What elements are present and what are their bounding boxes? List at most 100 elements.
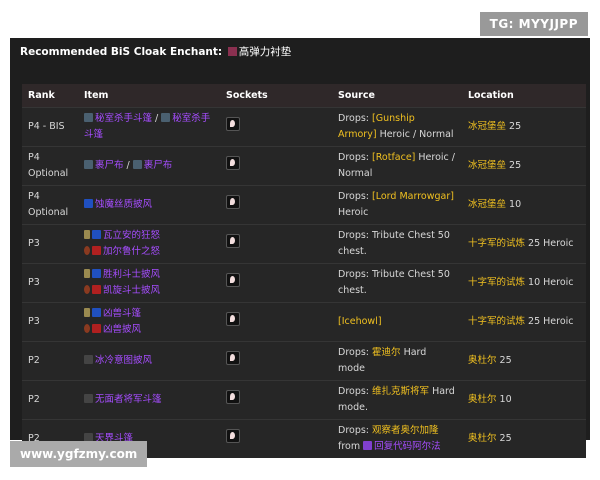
- location-detail: 10: [496, 394, 512, 405]
- quest-icon: [363, 441, 373, 450]
- header-location: Location: [462, 84, 586, 108]
- location-cell: 奥杜尔 25: [462, 341, 586, 381]
- prismatic-socket-icon: [226, 117, 240, 131]
- sockets-cell: [220, 302, 332, 342]
- rank-cell: P2: [22, 380, 78, 420]
- rank-cell: P3: [22, 302, 78, 342]
- rank-cell: P4 Optional: [22, 185, 78, 225]
- location-detail: 10: [506, 199, 522, 210]
- rank-cell: P3: [22, 224, 78, 264]
- location-link[interactable]: 奥杜尔: [468, 355, 497, 366]
- item-cell: 秘室杀手斗篷 / 秘室杀手斗篷: [78, 107, 220, 147]
- table-row: P4 Optional 蚀魔丝质披风 Drops: [Lord Marrowgar]…: [22, 185, 586, 225]
- item-link[interactable]: 瓦立安的狂怒: [103, 230, 161, 241]
- source-link[interactable]: 观察者奥尔加隆: [372, 425, 439, 436]
- location-detail: 10 Heroic: [525, 277, 574, 288]
- item-icon: [161, 113, 171, 122]
- source-text: Drops:: [338, 113, 373, 124]
- item-cell: 凶兽斗篷 凶兽披风: [78, 302, 220, 342]
- source-cell: Drops: Tribute Chest 50 chest.: [332, 263, 462, 303]
- source-text: Drops:: [338, 425, 373, 436]
- item-icon: [92, 308, 101, 317]
- item-link[interactable]: 加尔鲁什之怒: [103, 246, 161, 257]
- table-row: P4 Optional 裹尸布 / 裹尸布 Drops: [Rotface] Her…: [22, 146, 586, 186]
- prismatic-socket-icon: [226, 234, 240, 248]
- item-link[interactable]: 凯旋斗士披风: [103, 285, 161, 296]
- prismatic-socket-icon: [226, 351, 240, 365]
- item-link[interactable]: 裹尸布: [143, 160, 173, 171]
- location-link[interactable]: 冰冠堡垒: [468, 160, 507, 171]
- source-text: Drops:: [338, 191, 373, 202]
- item-link[interactable]: 秘室杀手斗篷: [84, 113, 211, 140]
- prismatic-socket-icon: [226, 156, 240, 170]
- table-row: P3 胜利斗士披风 凯旋斗士披风 Drops: Tribute Chest 50 ch…: [22, 263, 586, 303]
- location-link[interactable]: 奥杜尔: [468, 394, 497, 405]
- source-link[interactable]: 维扎克斯将军: [372, 386, 430, 397]
- item-link[interactable]: 无面者将军斗篷: [95, 394, 162, 405]
- alliance-icon: [84, 269, 90, 278]
- bis-cloak-table: Rank Item Sockets Source Location P4 - BIS 秘室…: [22, 84, 586, 458]
- watermark-tg: TG: MYYJJPP: [479, 12, 588, 36]
- prismatic-socket-icon: [226, 195, 240, 209]
- location-link[interactable]: 奥杜尔: [468, 433, 497, 444]
- item-link[interactable]: 天界斗篷: [95, 433, 134, 444]
- item-link[interactable]: 裹尸布: [95, 160, 124, 171]
- rank-cell: P4 - BIS: [22, 107, 78, 147]
- source-text: Drops:: [338, 152, 373, 163]
- location-link[interactable]: 十字军的试炼: [468, 277, 526, 288]
- sockets-cell: [220, 107, 332, 147]
- rank-cell: P4 Optional: [22, 146, 78, 186]
- table-row: P4 - BIS 秘室杀手斗篷 / 秘室杀手斗篷 Drops: [Gunship A…: [22, 107, 586, 147]
- quest-link[interactable]: 回复代码阿尔法: [374, 441, 441, 452]
- item-cell: 裹尸布 / 裹尸布: [78, 146, 220, 186]
- location-detail: 25 Heroic: [525, 316, 574, 327]
- prismatic-socket-icon: [226, 273, 240, 287]
- enchant-icon: [227, 47, 237, 56]
- source-link[interactable]: [Rotface]: [372, 152, 416, 163]
- location-cell: 十字军的试炼 25 Heroic: [462, 302, 586, 342]
- location-link[interactable]: 十字军的试炼: [468, 238, 526, 249]
- horde-icon: [84, 324, 90, 333]
- item-link[interactable]: 蚀魔丝质披风: [95, 199, 153, 210]
- item-link[interactable]: 秘室杀手斗篷: [95, 113, 153, 124]
- alliance-icon: [84, 230, 90, 239]
- item-icon: [92, 230, 101, 239]
- table-row: P3 瓦立安的狂怒 加尔鲁什之怒 Drops: Tribute Chest 50 ch…: [22, 224, 586, 264]
- item-icon: [92, 246, 101, 255]
- source-text: from: [338, 441, 364, 452]
- item-icon: [84, 355, 93, 364]
- item-cell: 蚀魔丝质披风: [78, 185, 220, 225]
- location-link[interactable]: 十字军的试炼: [468, 316, 526, 327]
- location-link[interactable]: 冰冠堡垒: [468, 121, 507, 132]
- location-detail: 25: [496, 355, 512, 366]
- item-cell: 瓦立安的狂怒 加尔鲁什之怒: [78, 224, 220, 264]
- location-link[interactable]: 冰冠堡垒: [468, 199, 507, 210]
- sockets-cell: [220, 380, 332, 420]
- location-detail: 25: [496, 433, 512, 444]
- item-link[interactable]: 凶兽斗篷: [103, 308, 142, 319]
- source-text: Drops:: [338, 386, 373, 397]
- sockets-cell: [220, 185, 332, 225]
- sockets-cell: [220, 146, 332, 186]
- location-cell: 冰冠堡垒 25: [462, 107, 586, 147]
- source-text: Heroic / Normal: [376, 129, 454, 140]
- separator: /: [152, 113, 162, 124]
- location-cell: 冰冠堡垒 10: [462, 185, 586, 225]
- enchant-link[interactable]: 高弹力衬垫: [238, 46, 292, 58]
- item-icon: [92, 269, 101, 278]
- item-link[interactable]: 凶兽披风: [103, 324, 142, 335]
- item-icon: [84, 433, 93, 442]
- prismatic-socket-icon: [226, 429, 240, 443]
- source-link[interactable]: [Icehowl]: [338, 316, 382, 327]
- source-cell: Drops: 观察者奥尔加隆 from 回复代码阿尔法: [332, 419, 462, 458]
- item-link[interactable]: 胜利斗士披风: [103, 269, 161, 280]
- item-link[interactable]: 冰冷意图披风: [95, 355, 153, 366]
- prismatic-socket-icon: [226, 312, 240, 326]
- location-cell: 十字军的试炼 25 Heroic: [462, 224, 586, 264]
- source-link[interactable]: [Gunship Armory]: [338, 113, 415, 140]
- source-link[interactable]: 霍迪尔: [372, 347, 401, 358]
- sockets-cell: [220, 263, 332, 303]
- rank-cell: P3: [22, 263, 78, 303]
- source-link[interactable]: [Lord Marrowgar]: [372, 191, 454, 202]
- header-rank: Rank: [22, 84, 78, 108]
